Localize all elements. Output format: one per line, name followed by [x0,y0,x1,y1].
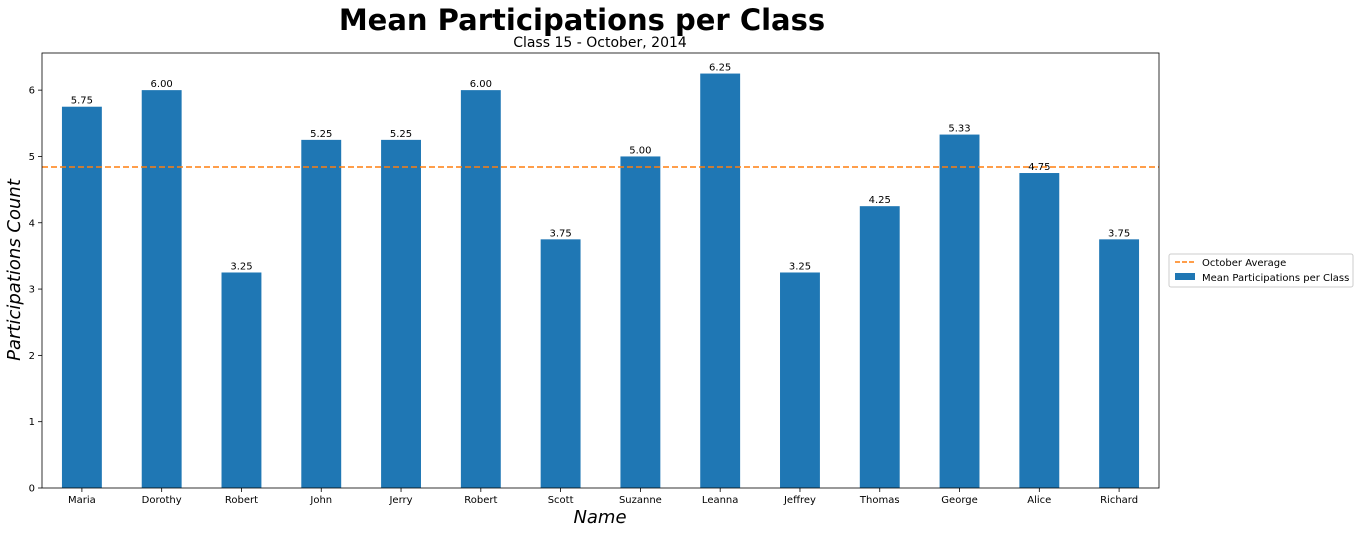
legend-frame [1168,253,1354,288]
y-tick-label: 5 [29,152,35,163]
data-label: 5.25 [310,129,332,140]
x-tick-label: Thomas [859,495,900,506]
x-tick-label: Jerry [388,495,412,506]
data-labels-group: 5.75 6.00 3.25 5.25 5.25 6.00 3.75 5.00 6.25 3.25… [71,63,1130,273]
y-tick-label: 0 [29,484,35,495]
x-tick-label: Richard [1100,495,1138,506]
bar [61,106,102,489]
data-label: 5.00 [629,145,651,156]
y-tick-label: 4 [29,218,35,229]
chart-title: Mean Participations per Class [339,3,825,37]
plot-area-frame [41,52,1160,489]
data-label: 5.75 [71,96,93,107]
bar [859,206,900,489]
legend: October Average Mean Participations per … [1168,253,1354,288]
chart-subtitle: Class 15 - October, 2014 [513,35,687,51]
legend-bars-label: Mean Participations per Class [1202,273,1349,284]
bar [1099,239,1140,488]
data-label: 3.25 [230,261,252,272]
bar [700,73,741,489]
data-label: 6.00 [470,79,492,90]
x-tick-label: Scott [548,495,574,506]
x-axis: Maria Dorothy Robert John Jerry Robert Scott Su… [68,488,1138,506]
x-tick-label: Jeffrey [783,495,816,506]
y-tick-label: 3 [29,285,35,296]
data-label: 6.00 [151,79,173,90]
bar [301,139,342,488]
bar [221,272,262,488]
x-tick-label: Suzanne [619,495,662,506]
data-label: 4.75 [1028,162,1050,173]
bar [939,134,980,488]
y-tick-label: 2 [29,351,35,362]
bar [1019,173,1060,488]
x-axis-label: Name [573,507,626,528]
y-axis: 0 1 2 3 4 5 6 [29,86,42,495]
y-tick-label: 1 [29,417,35,428]
x-tick-label: Alice [1027,495,1051,506]
data-label: 5.33 [948,124,970,135]
bars-group [61,73,1140,489]
x-tick-label: Robert [225,495,258,506]
x-tick-label: Leanna [702,495,738,506]
legend-bars-swatch [1175,273,1195,280]
y-axis-label: Participations Count [4,178,25,361]
data-label: 5.25 [390,129,412,140]
x-tick-label: Dorothy [142,495,182,506]
x-tick-label: George [941,495,977,506]
y-tick-label: 6 [29,86,35,97]
data-label: 6.25 [709,63,731,74]
x-tick-label: John [309,495,332,506]
bar [381,139,421,488]
legend-average-label: October Average [1202,258,1286,269]
data-label: 4.25 [869,195,891,206]
bar [780,272,820,488]
bar [460,90,501,488]
data-label: 3.75 [549,228,571,239]
data-label: 3.25 [789,261,811,272]
x-tick-label: Robert [464,495,497,506]
bar [540,239,581,488]
x-tick-label: Maria [68,495,96,506]
data-label: 3.75 [1108,228,1130,239]
bar [141,90,182,488]
bar [620,156,661,488]
